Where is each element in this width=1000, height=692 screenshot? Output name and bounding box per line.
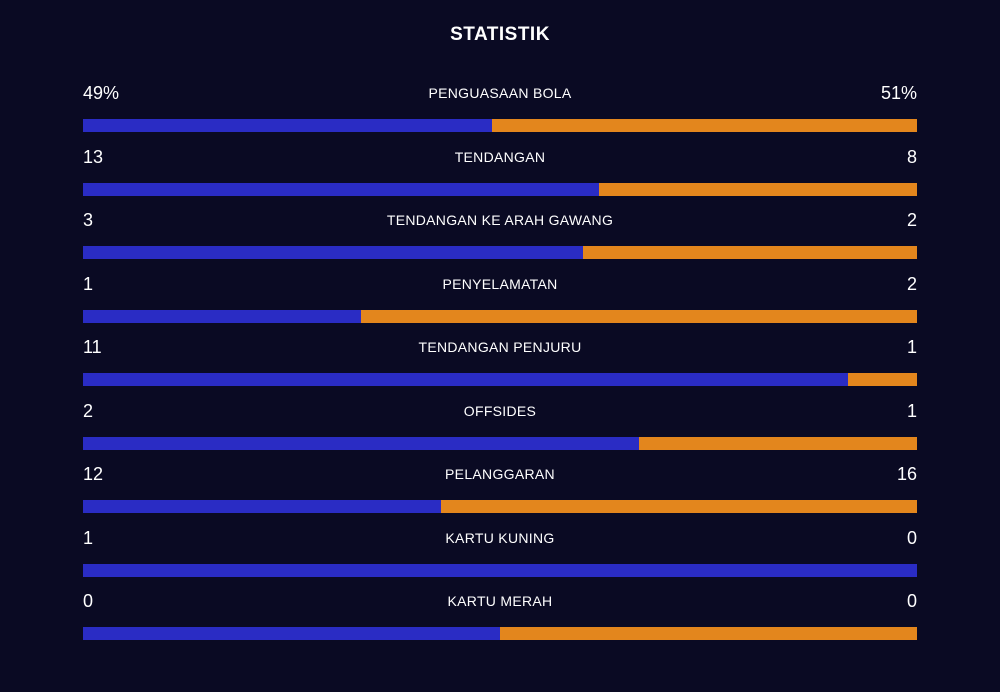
home-bar-fill: [83, 246, 584, 259]
comparison-bar: [83, 182, 917, 196]
stat-row-head: 12 PELANGGARAN 16: [83, 461, 917, 487]
stats-title: STATISTIK: [450, 24, 550, 45]
home-value: 49%: [83, 83, 120, 103]
away-bar-fill: [440, 500, 917, 513]
home-value: 11: [83, 337, 102, 357]
away-value: 16: [896, 464, 917, 484]
away-value: 1: [906, 337, 917, 357]
away-value: 2: [906, 273, 917, 294]
stat-label: TENDANGAN KE ARAH GAWANG: [386, 212, 614, 228]
stat-label: PELANGGARAN: [445, 466, 555, 482]
home-value: 1: [83, 527, 94, 548]
stat-row-offsides: 2 OFFSIDES 1: [83, 398, 917, 462]
away-bar-fill: [639, 436, 917, 450]
away-value: 2: [906, 210, 917, 230]
comparison-bar: [83, 373, 917, 386]
stat-row-yellow-cards: 1 KARTU KUNING 0: [83, 525, 917, 589]
stat-row-ball-possession: 49% PENGUASAAN BOLA 51%: [83, 80, 917, 144]
stat-row-fouls: 12 PELANGGARAN 16: [83, 461, 917, 525]
away-value: 51%: [880, 83, 917, 103]
stat-row-head: 11 TENDANGAN PENJURU 1: [83, 334, 917, 360]
stat-row-red-cards: 0 KARTU MERAH 0: [83, 588, 917, 652]
away-value: 0: [906, 527, 917, 548]
stat-row-head: 13 TENDANGAN 8: [83, 144, 917, 170]
away-bar-fill: [847, 373, 917, 386]
home-bar-fill: [83, 309, 361, 323]
stats-list: 49% PENGUASAAN BOLA 51% 13 TENDANGAN 8 3…: [83, 80, 917, 652]
home-value: 13: [83, 146, 104, 167]
stat-row-head: 2 OFFSIDES 1: [83, 398, 917, 424]
home-value: 3: [83, 210, 94, 230]
away-value: 8: [906, 146, 917, 167]
stat-row-shots: 13 TENDANGAN 8: [83, 144, 917, 208]
home-bar-fill: [83, 119, 492, 132]
home-bar-fill: [83, 563, 917, 577]
stat-row-head: 3 TENDANGAN KE ARAH GAWANG 2: [83, 207, 917, 233]
stat-row-shots-on-target: 3 TENDANGAN KE ARAH GAWANG 2: [83, 207, 917, 271]
stat-row-head: 1 KARTU KUNING 0: [83, 525, 917, 551]
comparison-bar: [83, 436, 917, 450]
home-bar-fill: [83, 500, 441, 513]
away-bar-fill: [500, 627, 917, 640]
away-bar-fill: [599, 182, 917, 196]
home-bar-fill: [83, 373, 848, 386]
stat-row-corners: 11 TENDANGAN PENJURU 1: [83, 334, 917, 398]
home-bar-fill: [83, 182, 600, 196]
away-bar-fill: [360, 309, 917, 323]
stat-row-saves: 1 PENYELAMATAN 2: [83, 271, 917, 335]
home-value: 12: [83, 464, 104, 484]
stat-label: KARTU MERAH: [447, 593, 553, 609]
away-bar-fill: [491, 119, 917, 132]
stat-label: OFFSIDES: [463, 402, 537, 419]
away-bar-fill: [583, 246, 917, 259]
comparison-bar: [83, 309, 917, 323]
stat-label: TENDANGAN PENJURU: [418, 339, 582, 355]
home-value: 2: [83, 400, 94, 421]
home-bar-fill: [83, 436, 640, 450]
home-value: 0: [83, 591, 94, 611]
comparison-bar: [83, 627, 917, 640]
comparison-bar: [83, 119, 917, 132]
comparison-bar: [83, 246, 917, 259]
stat-label: KARTU KUNING: [445, 529, 555, 546]
home-bar-fill: [83, 627, 500, 640]
home-value: 1: [83, 273, 94, 294]
stat-row-head: 0 KARTU MERAH 0: [83, 588, 917, 614]
stat-label: PENYELAMATAN: [442, 275, 558, 292]
away-value: 0: [906, 591, 917, 611]
stat-row-head: 1 PENYELAMATAN 2: [83, 271, 917, 297]
comparison-bar: [83, 500, 917, 513]
stat-label: PENGUASAAN BOLA: [428, 85, 572, 101]
comparison-bar: [83, 563, 917, 577]
away-value: 1: [906, 400, 917, 421]
stat-row-head: 49% PENGUASAAN BOLA 51%: [83, 80, 917, 106]
stat-label: TENDANGAN: [454, 148, 546, 165]
